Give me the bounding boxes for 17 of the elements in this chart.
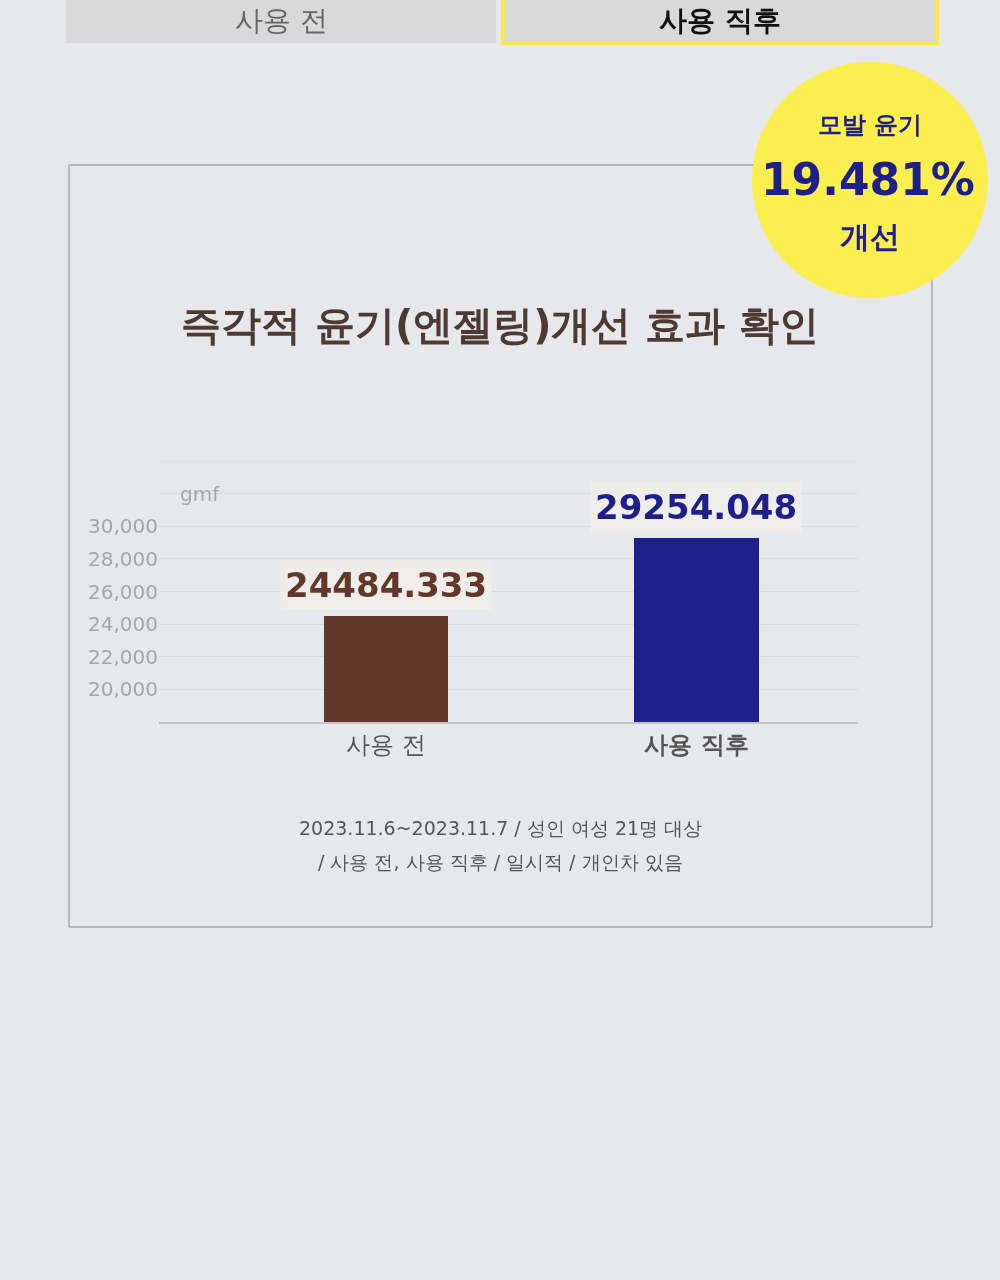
text: 모발 윤기: [818, 111, 923, 139]
data-label: 29254.048: [595, 487, 798, 527]
text: 2023.11.6~2023.11.7 / 성인 여성 21명 대상: [299, 817, 703, 839]
y-tick-label: 24,000: [88, 612, 158, 637]
y-tick-label: 26,000: [88, 579, 158, 604]
data-label: 24484.333: [285, 565, 488, 605]
y-tick-label: 30,000: [88, 514, 158, 539]
text: / 사용 전, 사용 직후 / 일시적 / 개인차 있음: [318, 851, 683, 873]
text: 사용 직후: [659, 4, 781, 37]
chart-title: 즉각적 윤기(엔젤링)개선 효과 확인: [181, 302, 820, 348]
text: 개선: [840, 219, 900, 254]
text: 19.481%: [761, 154, 975, 205]
text: 사용 전: [235, 4, 328, 37]
y-tick-label: 20,000: [88, 677, 158, 702]
y-axis-title: gmf: [180, 482, 221, 506]
y-tick-label: 28,000: [88, 546, 158, 571]
y-tick-label: 22,000: [88, 644, 158, 669]
